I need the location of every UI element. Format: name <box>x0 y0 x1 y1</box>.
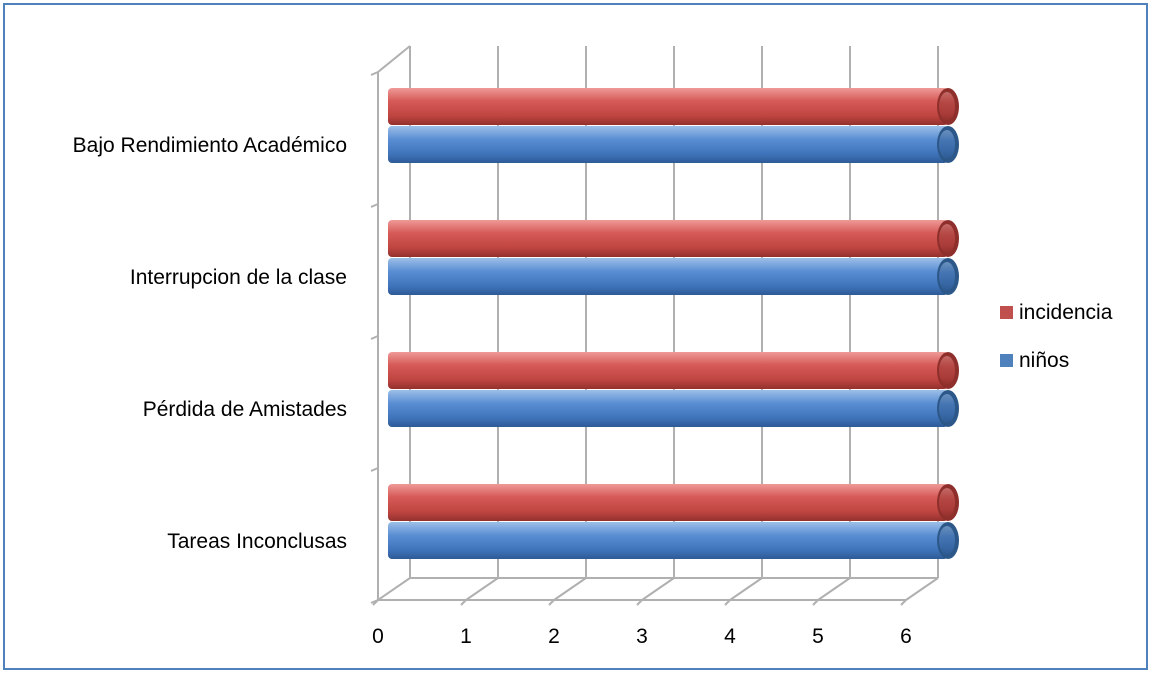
x-tick-label: 0 <box>372 625 384 648</box>
bar <box>388 522 959 559</box>
category-label: Bajo Rendimiento Académico <box>73 134 347 157</box>
bar <box>388 352 959 389</box>
category-label: Tareas Inconclusas <box>167 530 347 553</box>
floor-line <box>905 577 939 601</box>
floor-line <box>641 577 675 601</box>
bar <box>388 126 959 163</box>
x-tick-mark <box>900 599 907 606</box>
bar <box>388 390 959 427</box>
legend-label: niños <box>1019 349 1069 372</box>
x-tick-mark <box>372 599 379 606</box>
bar <box>388 258 959 295</box>
x-tick-label: 4 <box>724 625 736 648</box>
legend-label: incidencia <box>1019 301 1113 324</box>
x-tick-mark <box>724 599 731 606</box>
x-tick-label: 3 <box>636 625 648 648</box>
x-tick-label: 5 <box>812 625 824 648</box>
legend-swatch <box>1000 354 1013 367</box>
x-tick-label: 6 <box>900 625 912 648</box>
bar <box>388 220 959 257</box>
x-tick-mark <box>636 599 643 606</box>
category-label: Interrupcion de la clase <box>130 266 347 289</box>
x-tick-mark <box>812 599 819 606</box>
category-label: Pérdida de Amistades <box>143 398 347 421</box>
y-axis-depth-top <box>377 45 411 73</box>
x-tick-labels: 0 1 2 3 4 5 6 <box>372 625 912 648</box>
y-tick-mark <box>370 203 379 208</box>
legend-swatch <box>1000 306 1013 319</box>
floor-line <box>729 577 763 601</box>
legend: incidencia niños <box>1000 301 1113 372</box>
x-tick-mark <box>548 599 555 606</box>
floor-line <box>817 577 851 601</box>
x-tick-label: 1 <box>460 625 472 648</box>
category-labels: Tareas Inconclusas Pérdida de Amistades In… <box>73 134 347 553</box>
y-tick-mark <box>370 467 379 472</box>
bar <box>388 484 959 521</box>
floor-line <box>377 577 411 601</box>
y-tick-mark <box>370 71 379 76</box>
y-tick-mark <box>370 335 379 340</box>
bars <box>388 88 959 559</box>
x-tick-mark <box>460 599 467 606</box>
floor-line <box>465 577 499 601</box>
axes <box>370 45 907 606</box>
floor-line <box>553 577 587 601</box>
bar <box>388 88 959 125</box>
x-tick-label: 2 <box>548 625 560 648</box>
